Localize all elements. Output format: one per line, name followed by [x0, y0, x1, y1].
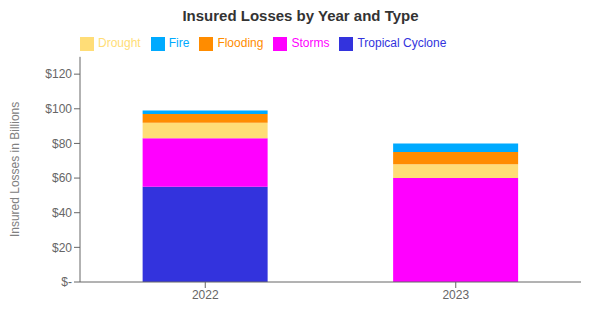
svg-text:$20: $20: [52, 241, 72, 255]
svg-text:$120: $120: [45, 67, 72, 81]
html-text:Storms: Storms: [291, 36, 330, 50]
html-text:Drought: Drought: [98, 36, 141, 50]
html-text:Insured Losses by Year and Typ: Insured Losses by Year and Type: [182, 7, 419, 24]
svg-text:$100: $100: [45, 102, 72, 116]
svg-text:$-: $-: [61, 275, 72, 289]
svg-text:Insured Losses in Billions: Insured Losses in Billions: [8, 102, 22, 237]
svg-text:$60: $60: [52, 171, 72, 185]
html-text:Tropical Cyclone: Tropical Cyclone: [357, 36, 447, 50]
svg-text:2022: 2022: [192, 288, 219, 302]
html-text:Flooding: Flooding: [217, 36, 264, 50]
svg-text:2023: 2023: [442, 288, 469, 302]
svg-text:$80: $80: [52, 137, 72, 151]
html-text:Fire: Fire: [168, 36, 190, 50]
svg-text:$40: $40: [52, 206, 72, 220]
